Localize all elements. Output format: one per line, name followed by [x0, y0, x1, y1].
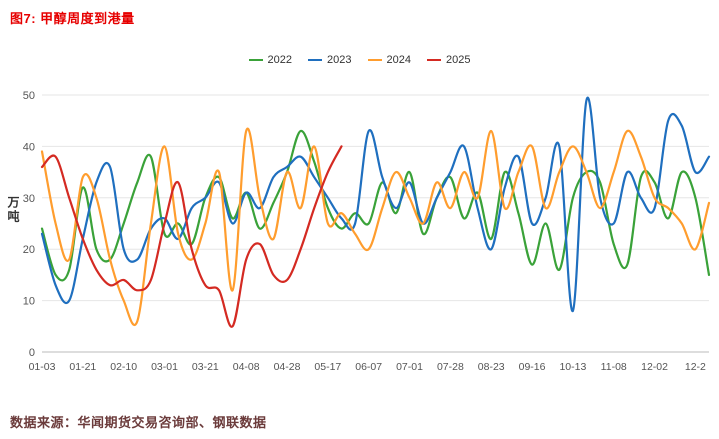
legend-item-2022: 2022 — [248, 54, 293, 66]
x-tick-label: 08-23 — [478, 361, 505, 373]
legend-line-marker — [426, 59, 441, 61]
x-tick-label: 10-13 — [559, 361, 586, 373]
x-tick-label: 12-02 — [641, 361, 668, 373]
x-tick-label: 12-2 — [685, 361, 706, 373]
x-tick-label: 04-08 — [233, 361, 260, 373]
x-tick-label: 02-10 — [110, 361, 137, 373]
chart-legend: 2022 2023 2024 2025 — [0, 54, 719, 66]
series-line-2023 — [40, 96, 711, 313]
legend-label: 2022 — [267, 54, 293, 66]
x-tick-label: 01-03 — [29, 361, 56, 373]
series-line-2024 — [40, 127, 711, 326]
legend-label: 2025 — [445, 54, 471, 66]
x-tick-label: 09-16 — [519, 361, 546, 373]
legend-label: 2023 — [327, 54, 352, 66]
legend-label: 2024 — [386, 54, 411, 66]
x-tick-label: 11-08 — [601, 361, 627, 373]
legend-item-2024: 2024 — [367, 54, 411, 66]
line-chart: 0 10 20 30 40 50 01-03 01-21 02-10 03-01 03-21 04-0… — [23, 90, 711, 373]
x-tick-label: 03-21 — [192, 361, 219, 373]
x-tick-label: 03-01 — [151, 361, 178, 373]
series-line-2025 — [40, 145, 343, 328]
y-tick-label: 20 — [23, 244, 35, 256]
chart-plot-area: 0 10 20 30 40 50 01-03 01-21 02-10 03-01 03-21 04-0… — [0, 78, 719, 395]
y-tick-label: 0 — [29, 347, 35, 359]
y-tick-label: 30 — [23, 193, 35, 205]
series-line-2022 — [40, 129, 711, 282]
x-tick-label: 07-28 — [437, 361, 464, 373]
y-tick-label: 50 — [23, 90, 35, 102]
legend-item-2023: 2023 — [308, 54, 352, 66]
legend-line-marker — [367, 59, 382, 61]
legend-line-marker — [248, 59, 263, 61]
y-tick-label: 10 — [23, 296, 35, 308]
chart-title: 图7: 甲醇周度到港量 — [10, 11, 135, 26]
data-source-note: 数据来源：华闻期货交易咨询部、钢联数据 — [10, 415, 267, 430]
x-tick-label: 06-07 — [355, 361, 382, 373]
legend-item-2025: 2025 — [426, 54, 471, 66]
x-tick-label: 04-28 — [274, 361, 301, 373]
y-tick-label: 40 — [23, 141, 35, 153]
legend-line-marker — [308, 59, 323, 61]
y-axis-title: 万吨 — [6, 196, 20, 224]
x-tick-label: 05-17 — [314, 361, 341, 373]
x-tick-label: 07-01 — [396, 361, 423, 373]
x-tick-label: 01-21 — [69, 361, 96, 373]
